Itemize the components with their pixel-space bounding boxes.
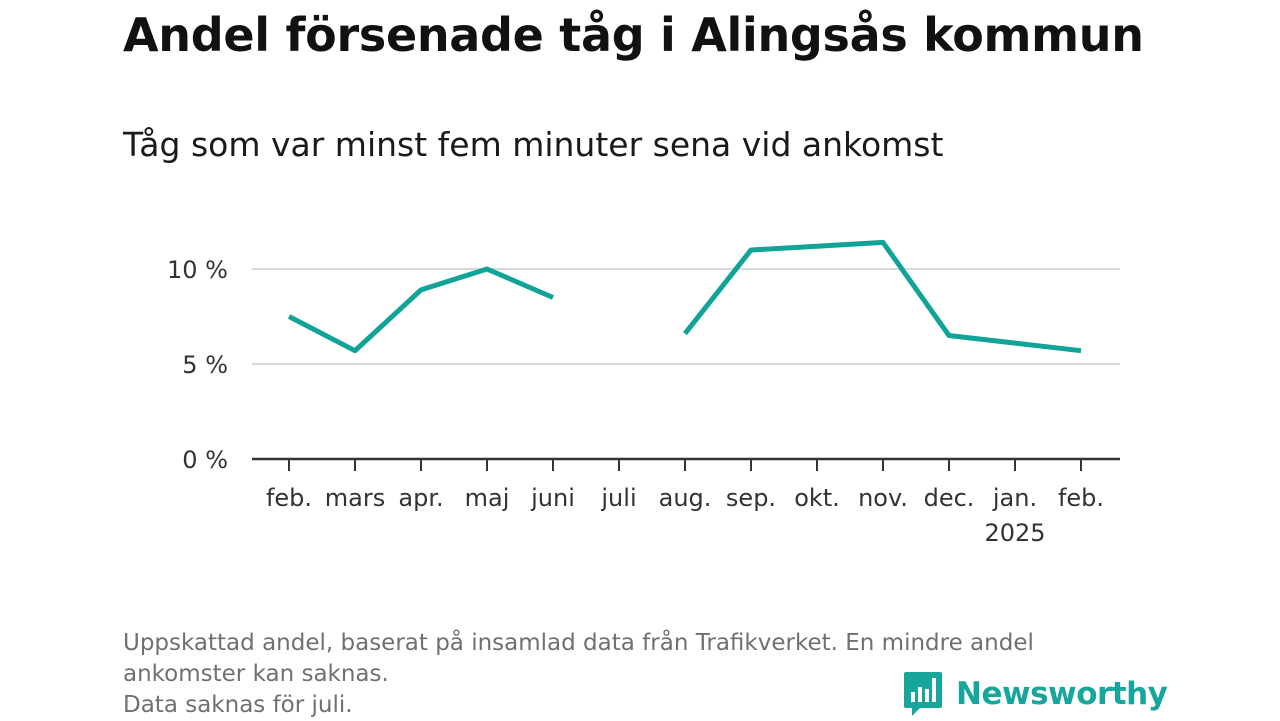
x-tick-label: feb. (1058, 484, 1104, 512)
x-axis-labels: feb. mars apr. maj juni juli aug. sep. okt. nov. d… (266, 484, 1104, 547)
x-tick-label: mars (325, 484, 385, 512)
brand-name: Newsworthy (956, 676, 1168, 712)
x-tick-label: aug. (659, 484, 712, 512)
footnote-line: Data saknas för juli. (123, 692, 353, 718)
x-axis (252, 457, 1120, 471)
footnote-line: ankomster kan saknas. (123, 661, 389, 687)
chart-subtitle: Tåg som var minst fem minuter sena vid a… (123, 125, 944, 164)
footnote: Uppskattad andel, baserat på insamlad da… (123, 628, 1163, 721)
gridlines (252, 268, 1120, 365)
footnote-line: Uppskattad andel, baserat på insamlad da… (123, 630, 1034, 656)
x-tick-label: nov. (858, 484, 908, 512)
line-chart: 0 % 5 % 10 % feb. mars apr. maj juni juli aug. se… (167, 239, 1120, 547)
x-tick-label: okt. (794, 484, 840, 512)
x-tick-label: juni (530, 484, 575, 512)
x-tick-label: dec. (924, 484, 975, 512)
x-tick-label: jan. (992, 484, 1037, 512)
x-tick-label: maj (465, 484, 510, 512)
data-series (287, 239, 1082, 354)
y-tick-label: 10 % (167, 256, 228, 284)
y-tick-label: 5 % (182, 351, 228, 379)
x-tick-label: juli (600, 484, 636, 512)
series-line (683, 239, 1082, 354)
x-tick-label: apr. (398, 484, 443, 512)
x-tick-label: feb. (266, 484, 312, 512)
y-tick-label: 0 % (182, 446, 228, 474)
bar-chart-speech-bubble-icon (904, 672, 942, 716)
y-axis-labels: 0 % 5 % 10 % (167, 256, 228, 474)
series-line (287, 266, 554, 354)
x-tick-sublabel: 2025 (984, 519, 1045, 547)
chart-title: Andel försenade tåg i Alingsås kommun (123, 8, 1144, 62)
x-tick-label: sep. (726, 484, 776, 512)
newsworthy-logo: Newsworthy (902, 670, 1168, 718)
